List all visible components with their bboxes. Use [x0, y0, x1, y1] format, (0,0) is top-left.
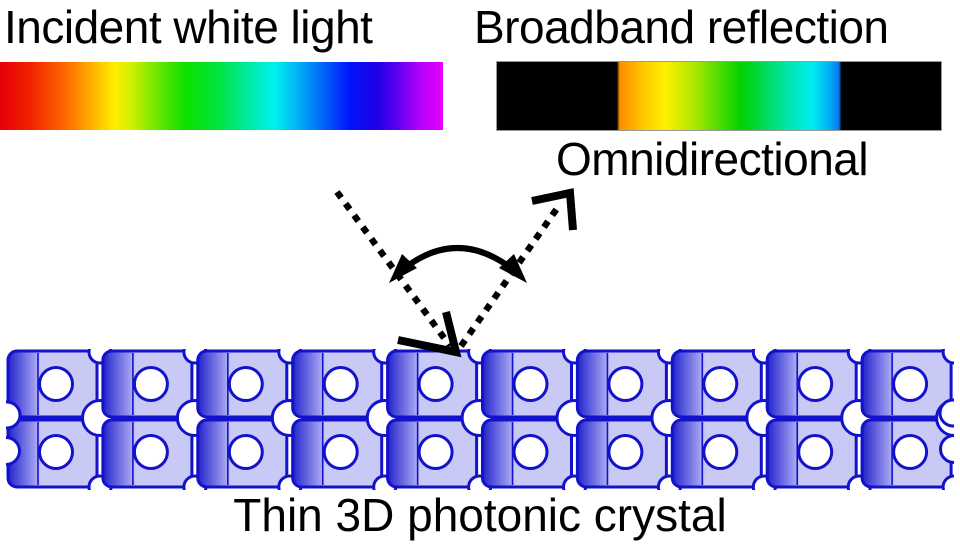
crystal-caption: Thin 3D photonic crystal: [233, 489, 727, 541]
photonic-crystal-graphic: [6, 349, 954, 490]
omnidirectional-label: Omnidirectional: [556, 133, 869, 185]
crystal-edge-notches: [6, 398, 954, 466]
broadband-reflection-label: Broadband reflection: [474, 1, 889, 53]
reflection-spectrum-bar: [496, 61, 942, 131]
incident-ray-arrow: [334, 190, 462, 358]
incident-spectrum-bar: [0, 62, 443, 130]
incident-light-label: Incident white light: [4, 1, 373, 53]
reflected-ray-arrow: [458, 188, 577, 348]
angle-arc-arrow: [389, 245, 527, 283]
